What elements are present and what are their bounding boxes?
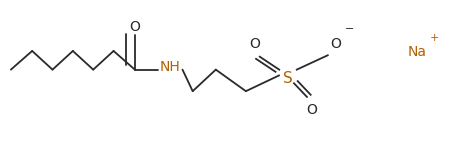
- Text: Na: Na: [407, 45, 425, 59]
- Text: −: −: [344, 24, 354, 34]
- Text: O: O: [129, 20, 140, 33]
- Text: O: O: [248, 37, 259, 51]
- Text: O: O: [330, 37, 341, 51]
- Text: S: S: [282, 71, 292, 86]
- Text: O: O: [306, 103, 316, 117]
- Text: +: +: [429, 33, 438, 43]
- Text: NH: NH: [159, 60, 180, 74]
